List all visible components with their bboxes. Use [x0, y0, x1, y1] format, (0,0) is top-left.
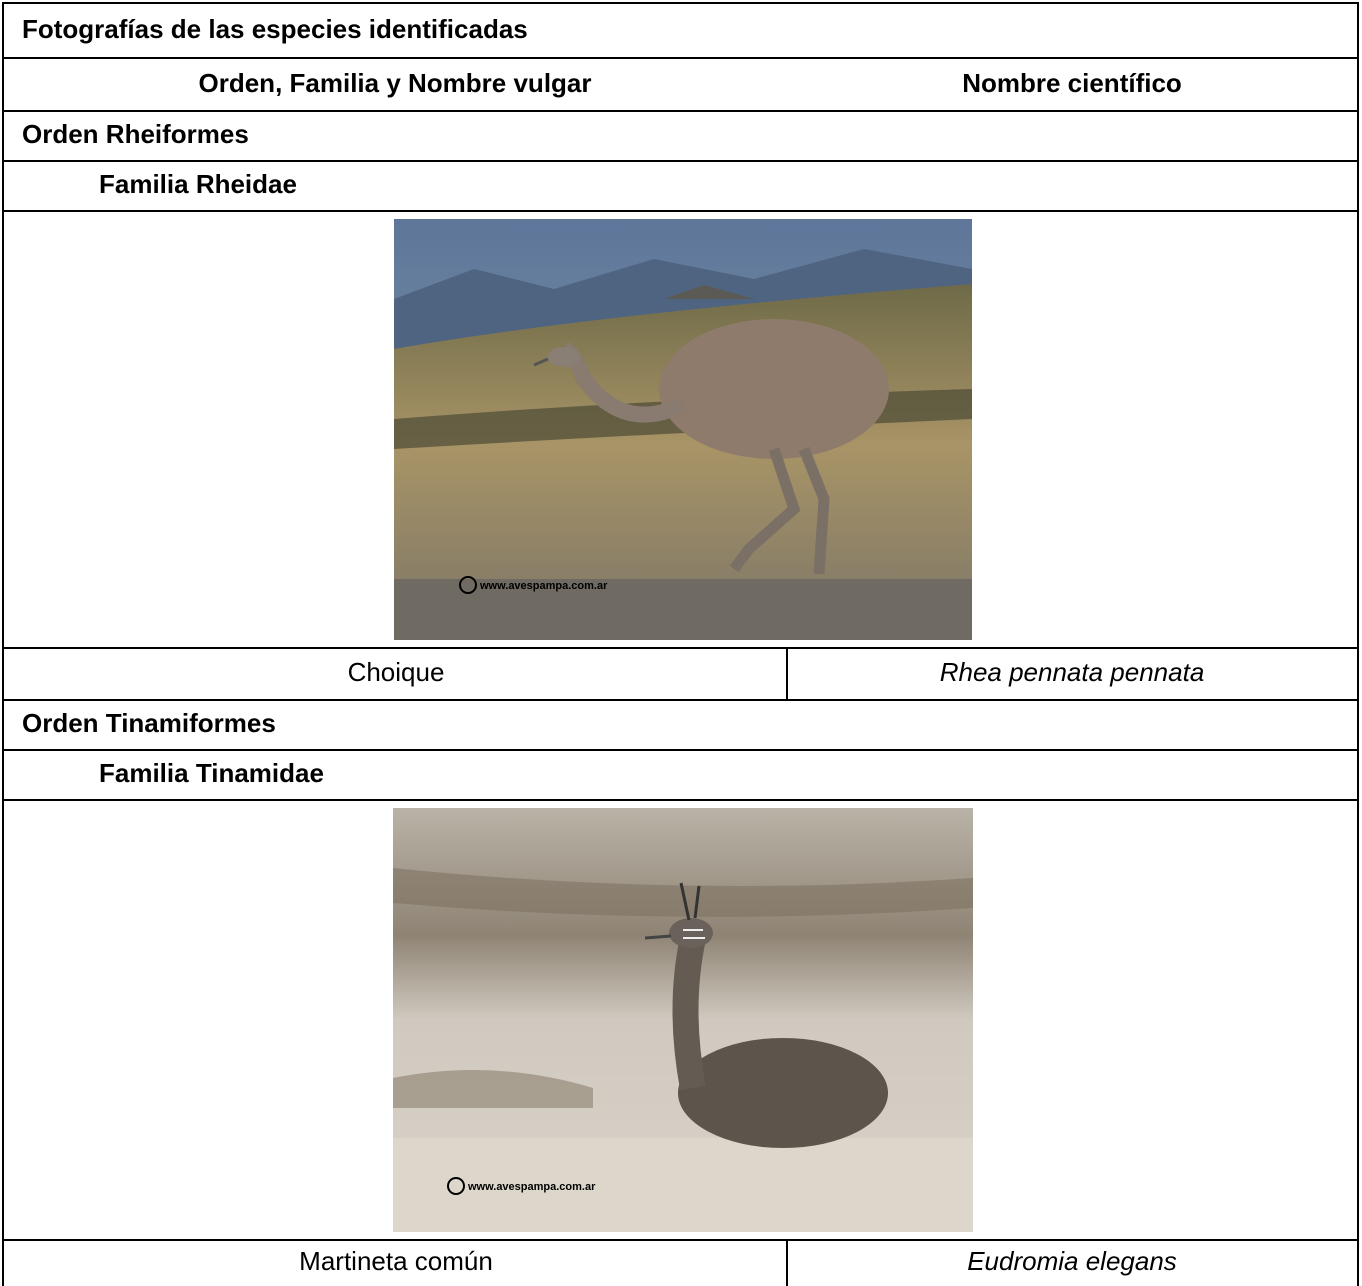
- table-title: Fotografías de las especies identificada…: [22, 14, 528, 44]
- order-label: Orden Tinamiformes: [22, 708, 276, 738]
- photo-watermark: www.avespampa.com.ar: [479, 580, 608, 592]
- family-label: Familia Tinamidae: [99, 758, 324, 788]
- common-name: Choique: [348, 657, 445, 687]
- column-header: Nombre científico: [962, 68, 1182, 98]
- photo: www.avespampa.com.ar: [393, 808, 973, 1232]
- scientific-name: Eudromia elegans: [967, 1246, 1177, 1276]
- photo: www.avespampa.com.ar: [394, 219, 972, 640]
- family-label: Familia Rheidae: [99, 169, 297, 199]
- order-label: Orden Rheiformes: [22, 119, 249, 149]
- scientific-name: Rhea pennata pennata: [940, 657, 1205, 687]
- column-header: Orden, Familia y Nombre vulgar: [199, 68, 592, 98]
- photo-watermark: www.avespampa.com.ar: [467, 1181, 596, 1193]
- common-name: Martineta común: [299, 1246, 493, 1276]
